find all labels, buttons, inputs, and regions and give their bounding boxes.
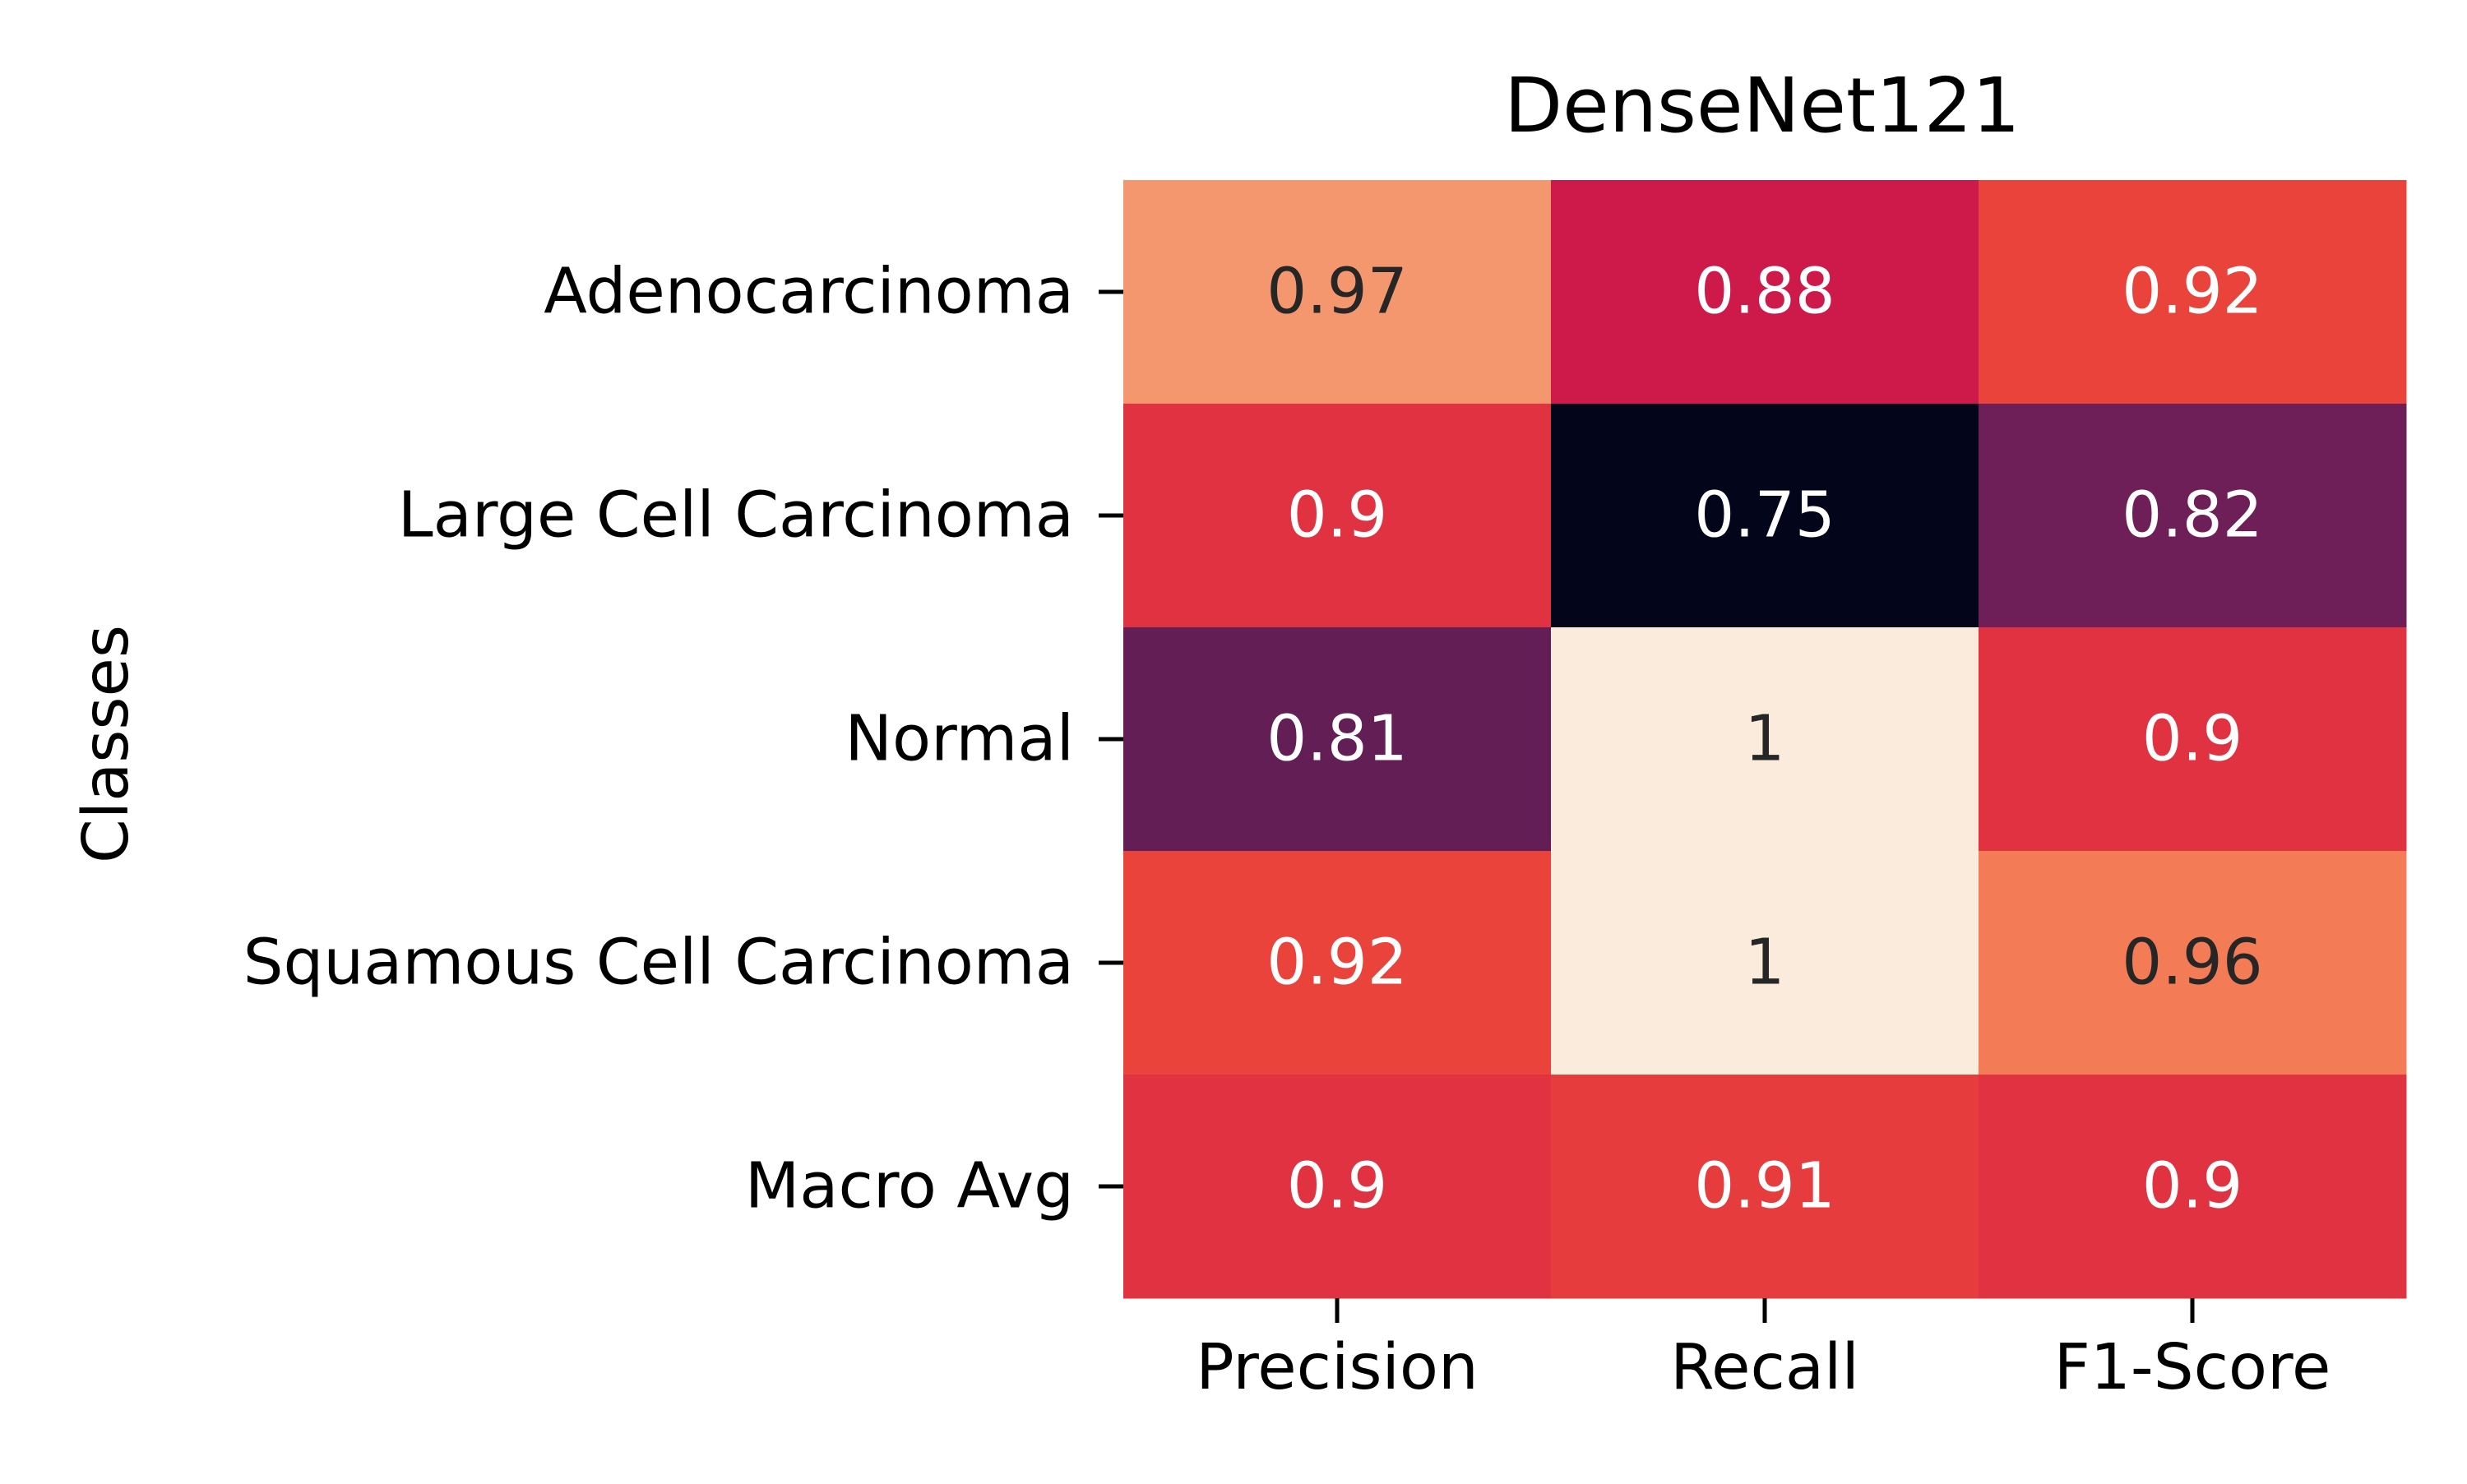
heatmap-cell <box>1123 627 1552 852</box>
chart-title: DenseNet121 <box>1504 62 2020 150</box>
cell-value-label: 0.9 <box>1287 479 1387 552</box>
heatmap-cells: 0.97 0.88 0.92 0.9 0.75 0.82 0.81 1 0.9 0.92 1 0.96… <box>1123 180 2407 1299</box>
cell-value-label: 0.75 <box>1694 479 1835 552</box>
cell-value-label: 0.9 <box>1287 1150 1387 1223</box>
heatmap-cell <box>1979 404 2407 628</box>
cell-value-label: 0.91 <box>1694 1150 1835 1223</box>
cell-value-label: 0.97 <box>1266 256 1407 329</box>
cell-value-label: 0.88 <box>1694 256 1835 329</box>
cell-value-label: 0.92 <box>2122 256 2262 329</box>
heatmap-cell <box>1979 851 2407 1075</box>
y-tick-label: Adenocarcinoma <box>544 256 1074 329</box>
x-tick-label: Recall <box>1670 1331 1859 1404</box>
heatmap-cell <box>1979 1075 2407 1299</box>
y-tick-label: Macro Avg <box>745 1150 1074 1223</box>
x-tick-label: Precision <box>1196 1331 1479 1404</box>
cell-value-label: 0.82 <box>2122 479 2262 552</box>
heatmap-cell <box>1551 180 1979 405</box>
heatmap-cell <box>1123 851 1552 1075</box>
heatmap-cell <box>1123 1075 1552 1299</box>
heatmap-cell <box>1551 404 1979 628</box>
cell-value-label: 0.9 <box>2142 703 2243 776</box>
heatmap-cell <box>1979 180 2407 405</box>
cell-value-label: 0.96 <box>2122 927 2262 1000</box>
y-axis-label: Classes <box>70 625 143 863</box>
heatmap-cell <box>1123 404 1552 628</box>
x-tick-label: F1-Score <box>2054 1331 2331 1404</box>
y-tick-label: Squamous Cell Carcinoma <box>243 927 1074 1000</box>
x-axis-ticks: Precision Recall F1-Score <box>1196 1298 2330 1404</box>
cell-value-label: 0.92 <box>1266 927 1407 1000</box>
heatmap-cell <box>1551 851 1979 1075</box>
cell-value-label: 1 <box>1745 927 1785 1000</box>
heatmap-cell <box>1551 627 1979 852</box>
y-tick-label: Large Cell Carcinoma <box>398 479 1074 552</box>
y-tick-label: Normal <box>845 703 1074 776</box>
cell-value-label: 0.81 <box>1266 703 1407 776</box>
cell-value-label: 1 <box>1745 703 1785 776</box>
heatmap-cell <box>1551 1075 1979 1299</box>
cell-value-label: 0.9 <box>2142 1150 2243 1223</box>
heatmap-cell <box>1979 627 2407 852</box>
y-axis-ticks: Adenocarcinoma Large Cell Carcinoma Normal… <box>243 256 1123 1223</box>
heatmap-cell <box>1123 180 1552 405</box>
